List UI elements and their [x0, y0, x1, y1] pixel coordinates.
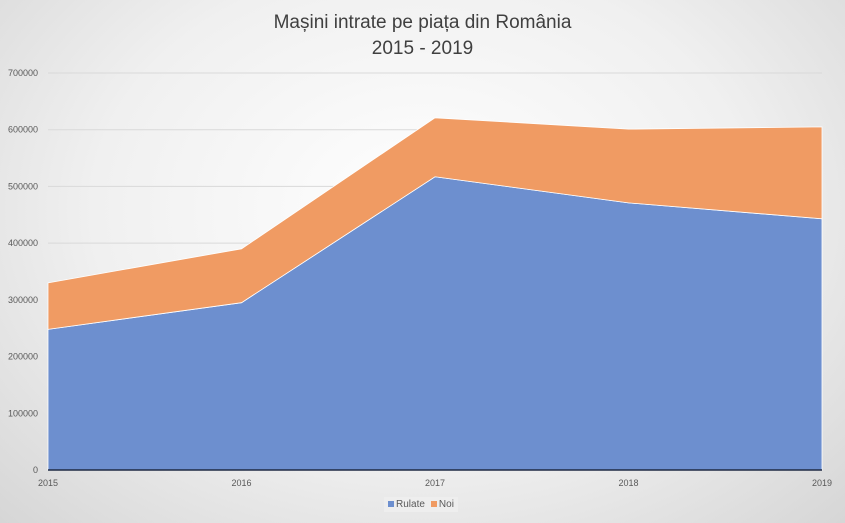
- legend-item-rulate: Rulate: [388, 499, 425, 510]
- area-series-noi: [47, 117, 823, 330]
- x-tick-label: 2017: [425, 478, 445, 488]
- x-tick-label: 2015: [38, 478, 58, 488]
- y-tick-label: 0: [33, 465, 38, 475]
- y-tick-label: 500000: [8, 181, 38, 191]
- y-tick-label: 300000: [8, 295, 38, 305]
- y-tick-label: 400000: [8, 238, 38, 248]
- chart-subtitle: 2015 - 2019: [371, 38, 474, 59]
- area-series-rulate: [47, 176, 823, 471]
- x-tick-label: 2018: [618, 478, 638, 488]
- legend-label: Rulate: [396, 499, 425, 510]
- legend-swatch: [388, 501, 394, 507]
- legend-item-noi: Noi: [430, 499, 454, 510]
- legend: Rulate Noi: [384, 497, 458, 512]
- x-tick-label: 2016: [231, 478, 251, 488]
- y-tick-label: 600000: [8, 125, 38, 135]
- y-tick-label: 100000: [8, 408, 38, 418]
- y-tick-label: 200000: [8, 352, 38, 362]
- x-tick-label: 2019: [812, 478, 832, 488]
- legend-label: Noi: [438, 499, 454, 510]
- y-tick-label: 700000: [8, 68, 38, 78]
- legend-swatch: [430, 501, 437, 507]
- chart-title: Mașini intrate pe piața din România: [273, 12, 572, 33]
